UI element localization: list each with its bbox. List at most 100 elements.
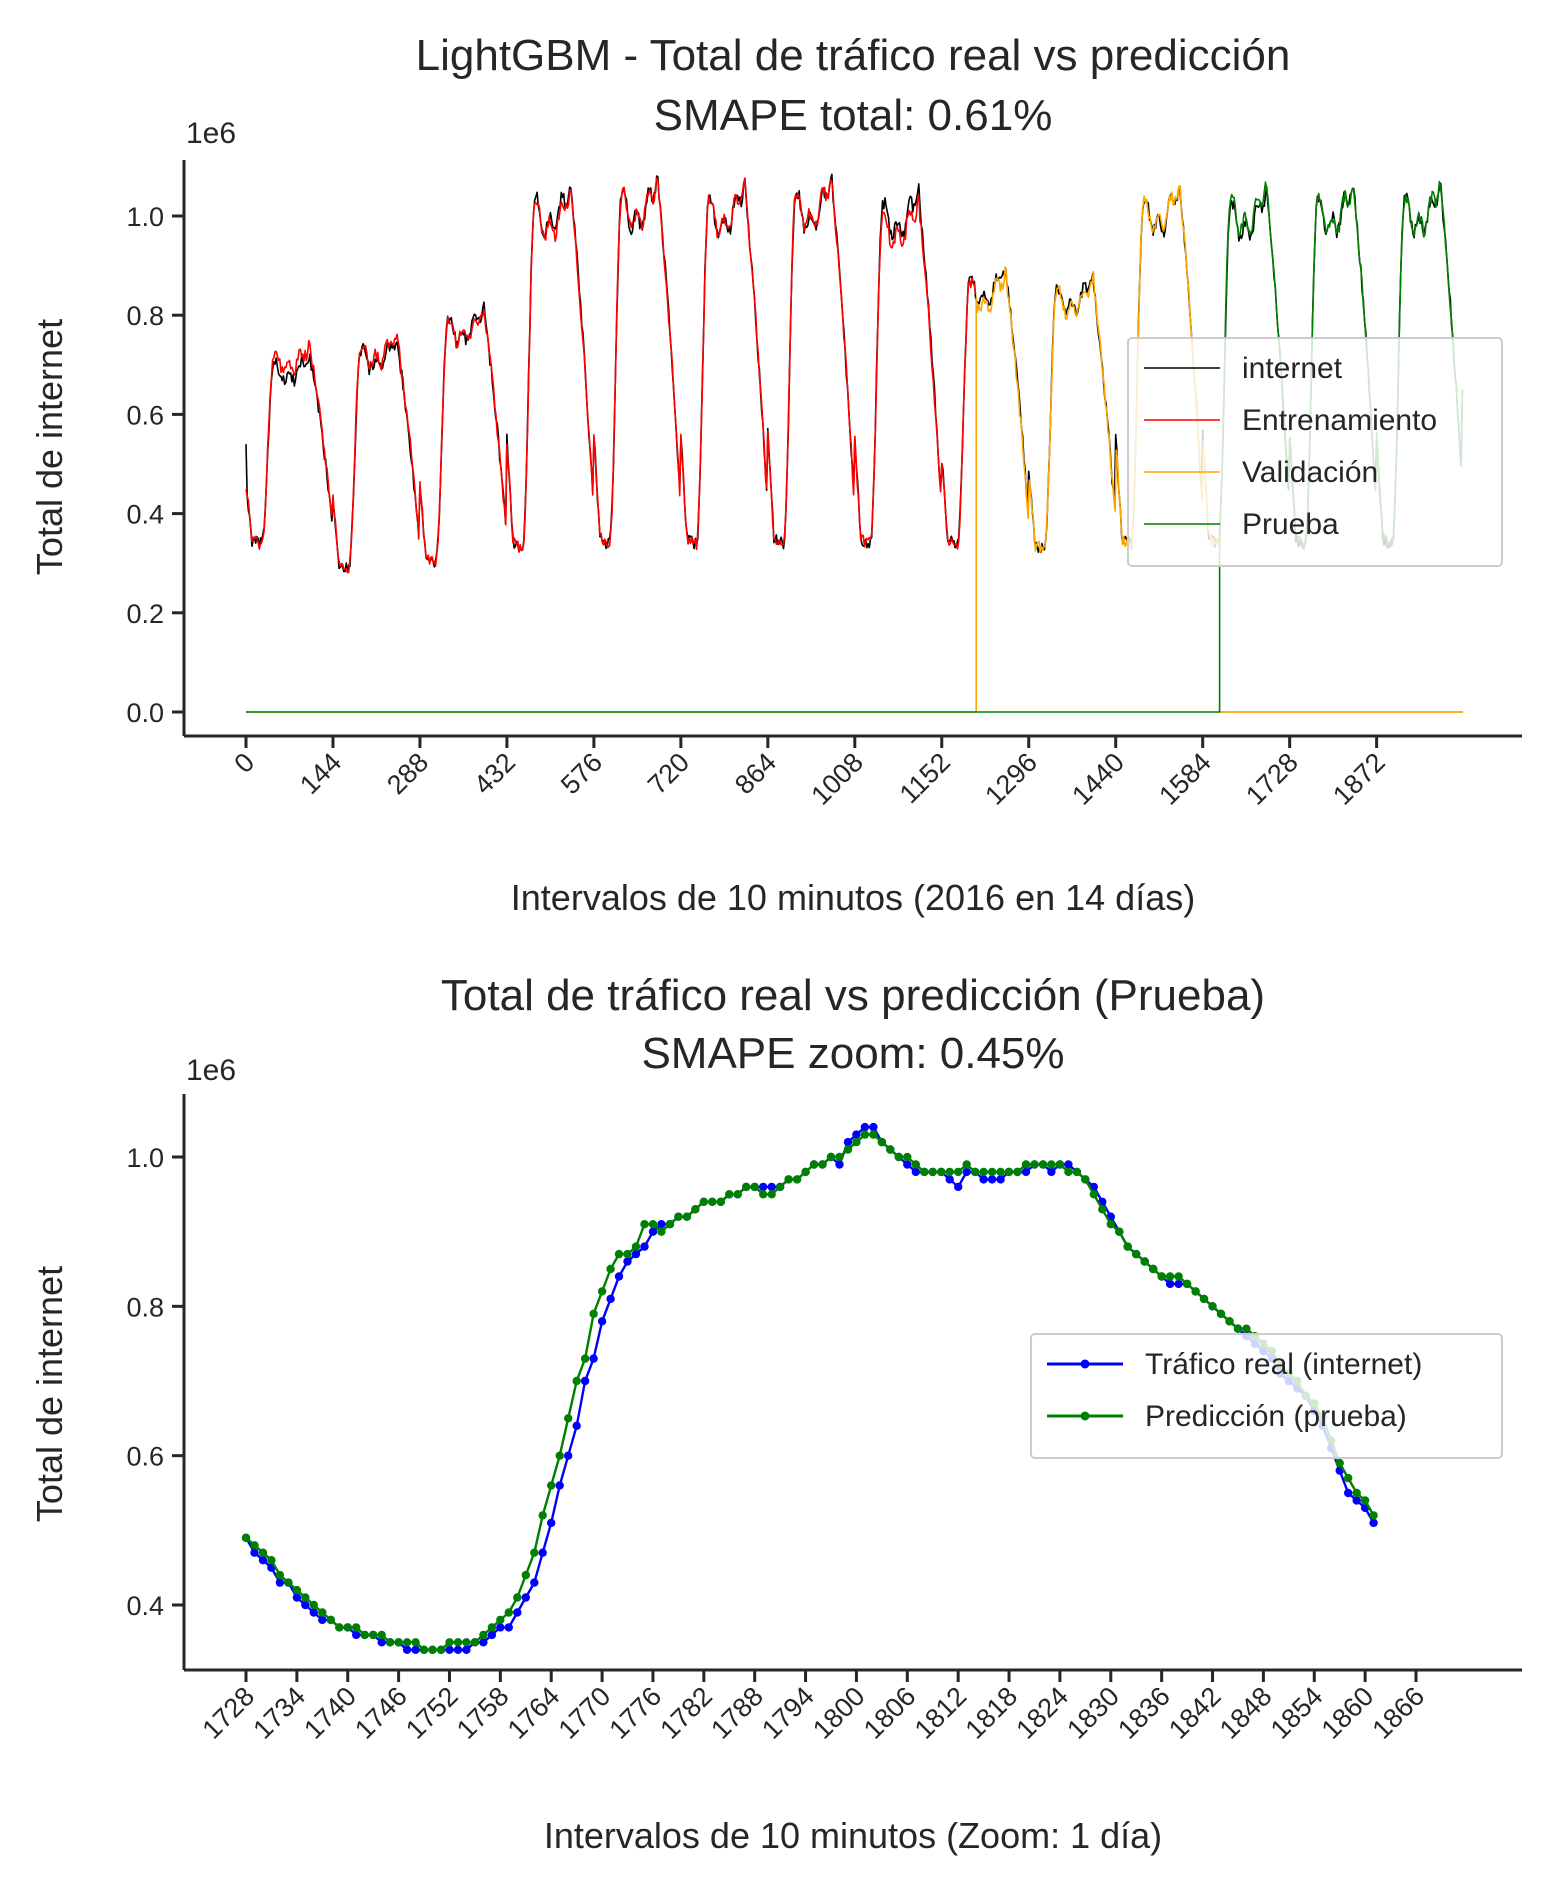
series-trafico-real-point — [589, 1354, 598, 1363]
series-trafico-real-point — [767, 1182, 776, 1192]
chart-1: LightGBM - Total de tráfico real vs pred… — [29, 31, 1522, 918]
series-prediccion-point — [1021, 1160, 1031, 1169]
series-prediccion-point — [606, 1264, 615, 1274]
y-tick-label: 0.4 — [126, 1591, 164, 1621]
chart-1-plot-area — [245, 173, 1464, 713]
series-prediccion-point — [470, 1638, 480, 1647]
series-prediccion-point — [284, 1578, 293, 1587]
series-prediccion-point — [640, 1220, 649, 1229]
series-trafico-real-point — [640, 1242, 649, 1251]
series-prediccion-point — [419, 1645, 429, 1655]
series-trafico-real-point — [402, 1645, 412, 1655]
series-trafico-real-point — [597, 1317, 607, 1326]
chart-2-title: Total de tráfico real vs predicción (Pru… — [441, 971, 1265, 1020]
y-tick-label: 0.6 — [126, 400, 164, 430]
series-trafico-real-point — [1352, 1496, 1361, 1505]
series-trafico-real-point — [954, 1182, 963, 1192]
series-prediccion-point — [335, 1623, 344, 1632]
series-prediccion-point — [809, 1160, 819, 1169]
series-prediccion-point — [309, 1600, 318, 1610]
series-prediccion-point — [1098, 1205, 1107, 1214]
series-trafico-real-point — [275, 1578, 285, 1587]
chart-2-x-axis-label: Intervalos de 10 minutos (Zoom: 1 día) — [544, 1815, 1162, 1856]
y-tick-label: 0.2 — [126, 599, 164, 629]
series-trafico-real-point — [648, 1227, 658, 1236]
series-trafico-real-point — [835, 1160, 844, 1169]
series-prediccion-point — [648, 1220, 658, 1229]
series-prediccion-point — [920, 1167, 929, 1177]
series-prediccion-point — [1335, 1458, 1344, 1468]
series-prediccion-point — [445, 1638, 454, 1647]
legend-marker — [1080, 1359, 1090, 1369]
series-trafico-real-point — [657, 1220, 666, 1229]
series-trafico-real-point — [606, 1294, 615, 1304]
series-trafico-real-point — [911, 1167, 920, 1177]
series-prediccion-point — [1225, 1317, 1234, 1326]
series-trafico-real-point — [843, 1137, 853, 1147]
series-prediccion-point — [267, 1556, 276, 1565]
series-trafico-real-point — [309, 1608, 318, 1617]
series-prediccion-point — [1072, 1167, 1082, 1177]
series-trafico-real-point — [945, 1175, 954, 1184]
series-prediccion-point — [479, 1630, 488, 1640]
series-prediccion-point — [852, 1137, 861, 1147]
series-prediccion-point — [589, 1309, 598, 1319]
series-prediccion-point — [1208, 1302, 1217, 1311]
y-tick-label: 0.4 — [126, 500, 164, 530]
series-prediccion-point — [1013, 1167, 1022, 1177]
series-prediccion-point — [1149, 1264, 1158, 1274]
series-prediccion-point — [1352, 1488, 1361, 1498]
series-prediccion-point — [1106, 1220, 1116, 1229]
series-prediccion-point — [453, 1638, 463, 1647]
series-trafico-real-point — [1064, 1160, 1073, 1169]
series-prediccion-point — [716, 1197, 725, 1207]
chart-1-offset-label: 1e6 — [186, 117, 236, 150]
series-prediccion-point — [369, 1630, 378, 1640]
chart-2-legend-frame — [1030, 1333, 1503, 1459]
series-trafico-real-point — [852, 1130, 861, 1139]
series-prediccion-point — [1182, 1279, 1192, 1289]
series-trafico-real-point — [623, 1257, 632, 1266]
series-prueba-line — [246, 180, 1464, 713]
series-trafico-real-point — [860, 1122, 870, 1132]
chart-1-x-axis-label: Intervalos de 10 minutos (2016 en 14 día… — [511, 877, 1195, 918]
series-prediccion-point — [394, 1638, 403, 1647]
series-prediccion-point — [869, 1130, 878, 1139]
series-trafico-real-point — [479, 1638, 488, 1647]
series-prediccion-point — [377, 1630, 386, 1640]
series-prediccion-point — [1123, 1242, 1132, 1251]
y-tick-label: 0.8 — [126, 301, 164, 331]
series-prediccion-point — [860, 1130, 870, 1139]
series-prediccion-point — [691, 1205, 700, 1214]
series-prediccion-point — [835, 1152, 844, 1162]
series-prediccion-point — [318, 1608, 327, 1617]
series-prediccion-point — [1157, 1272, 1166, 1281]
series-prediccion-point — [428, 1645, 437, 1655]
legend-label: Prueba — [1242, 508, 1339, 541]
series-prediccion-point — [1030, 1160, 1039, 1169]
chart-2-legend: Tráfico real (internet) Predicción (prueb… — [1030, 1333, 1503, 1459]
series-prediccion-point — [436, 1645, 446, 1655]
series-prediccion-point — [301, 1593, 310, 1602]
series-prediccion-point — [699, 1197, 708, 1207]
series-prediccion-point — [801, 1167, 810, 1177]
series-trafico-real-point — [759, 1182, 768, 1192]
series-prediccion-point — [708, 1197, 717, 1207]
series-trafico-real-point — [979, 1175, 988, 1184]
series-trafico-real-point — [1174, 1279, 1183, 1289]
series-prediccion-point — [1191, 1287, 1200, 1296]
series-prediccion-point — [1064, 1167, 1073, 1177]
series-prediccion-point — [496, 1615, 505, 1625]
series-prediccion-point — [564, 1414, 573, 1423]
series-prediccion-point — [928, 1167, 937, 1177]
legend-label: Entrenamiento — [1242, 404, 1437, 437]
series-trafico-real-point — [504, 1623, 513, 1632]
series-prediccion-point — [937, 1167, 946, 1177]
series-prediccion-point — [682, 1212, 692, 1221]
legend-label: Tráfico real (internet) — [1145, 1348, 1422, 1381]
series-prediccion-point — [894, 1152, 903, 1162]
series-trafico-real-point — [564, 1451, 573, 1460]
series-prediccion-point — [1360, 1496, 1370, 1505]
series-prediccion-point — [530, 1548, 539, 1557]
series-prediccion-point — [555, 1451, 564, 1460]
